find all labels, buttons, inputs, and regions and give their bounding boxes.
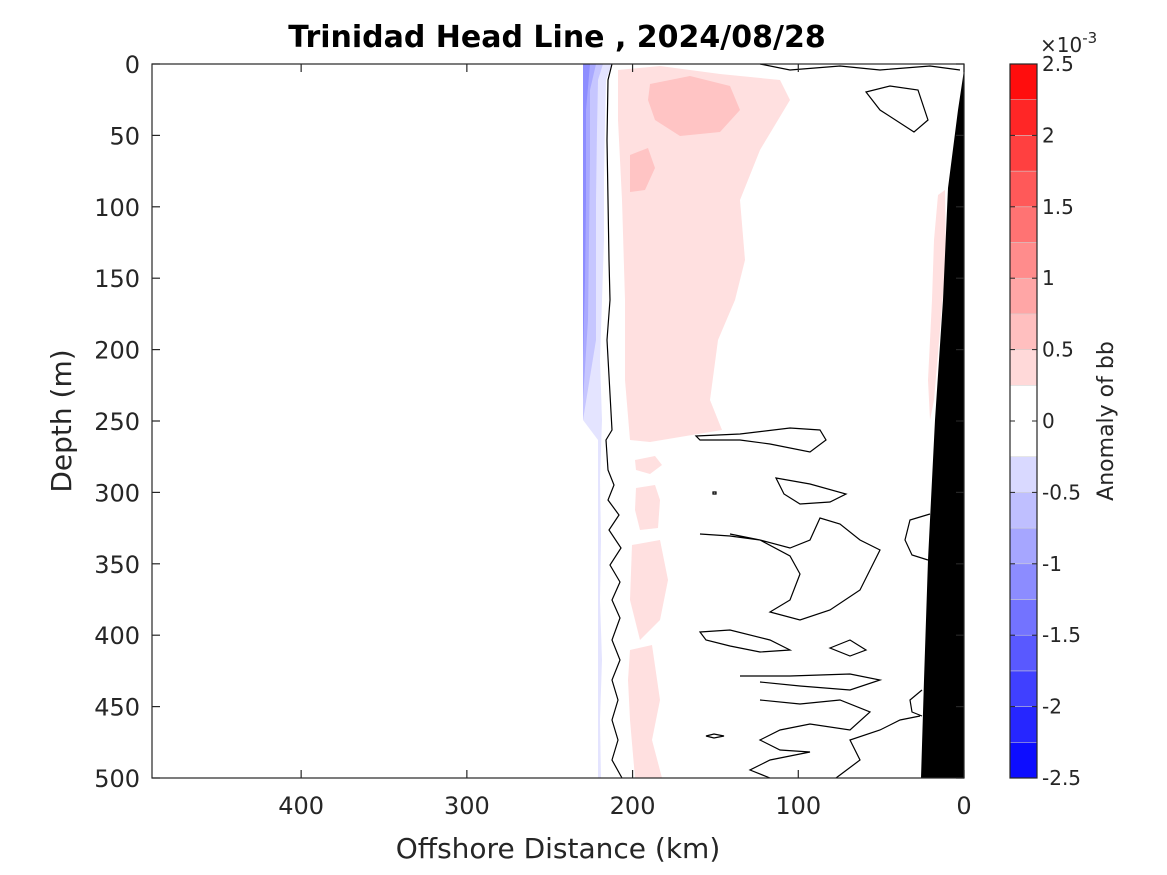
colorbar-tick-label: 2 <box>1042 123 1055 147</box>
colorbar-band <box>1009 670 1038 707</box>
colorbar-tick-label: 1.5 <box>1042 195 1074 219</box>
colorbar-band <box>1009 99 1038 136</box>
colorbar-tick-label: 0.5 <box>1042 338 1074 362</box>
zero-contour-shelf <box>904 513 931 561</box>
colorbar-band <box>1009 313 1038 350</box>
bathymetry-mask <box>921 70 964 778</box>
colorbar-band <box>1009 706 1038 743</box>
colorbar-band <box>1009 456 1038 493</box>
positive-anomaly-deep-1 <box>635 456 662 474</box>
y-tick-label: 200 <box>94 337 140 365</box>
zero-contour-loop-5 <box>698 629 793 653</box>
x-tick-label: 100 <box>775 792 821 820</box>
colorbar-band <box>1009 527 1038 565</box>
positive-anomaly-deep-3 <box>630 540 668 640</box>
zero-contour-loop-2 <box>694 427 827 453</box>
zero-contour-loop-1 <box>864 85 929 133</box>
negative-anomaly-edge <box>583 64 590 360</box>
colorbar-tick-label: -1.5 <box>1042 623 1081 647</box>
zero-contour-loop-4 <box>699 517 881 621</box>
zero-contour-dot <box>712 491 717 495</box>
zero-contour-loop-9 <box>835 715 921 779</box>
colorbar-tick-label: 1 <box>1042 266 1055 290</box>
y-tick-label: 50 <box>109 122 140 150</box>
colorbar-tick-label: -2 <box>1042 695 1062 719</box>
zero-contour-top <box>759 63 961 71</box>
colorbar-exponent: ×10-3 <box>1040 29 1097 57</box>
y-tick-label: 500 <box>94 765 140 793</box>
y-tick-label: 250 <box>94 408 140 436</box>
plot-background <box>152 64 964 778</box>
positive-anomaly-deep-2 <box>635 485 660 530</box>
colorbar-band <box>1009 742 1038 779</box>
y-tick-label: 100 <box>94 194 140 222</box>
colorbar-band <box>1009 170 1038 208</box>
x-axis-label: Offshore Distance (km) <box>396 832 721 865</box>
zero-contour-main <box>605 63 623 779</box>
negative-anomaly-core <box>583 64 596 400</box>
chart-title: Trinidad Head Line , 2024/08/28 <box>288 20 825 55</box>
positive-anomaly-band <box>618 66 790 442</box>
y-axis-label: Depth (m) <box>45 349 78 492</box>
x-tick-label: 300 <box>444 792 490 820</box>
positive-anomaly-shelf <box>928 190 946 420</box>
colorbar-band <box>1009 563 1038 600</box>
positive-anomaly-small <box>630 148 655 192</box>
y-axis: 0 50 100 150 200 250 300 350 400 450 500 <box>94 51 964 793</box>
colorbar-tick-label: 2.5 <box>1042 52 1074 76</box>
zero-contour-loop-8 <box>748 699 872 779</box>
positive-anomaly-core <box>648 76 740 136</box>
colorbar-band <box>1009 135 1038 172</box>
colorbar-band <box>1009 206 1038 243</box>
zero-contour-shelf-2 <box>909 689 923 717</box>
colorbar: 2.5 2 1.5 1 0.5 0 -0.5 -1 -1.5 -2 -2.5 <box>1009 52 1081 790</box>
y-tick-label: 300 <box>94 479 140 507</box>
y-tick-label: 150 <box>94 265 140 293</box>
x-tick-label: 200 <box>610 792 656 820</box>
y-tick-label: 450 <box>94 694 140 722</box>
colorbar-band <box>1009 349 1038 386</box>
colorbar-band <box>1009 277 1038 315</box>
plot-area <box>151 63 965 779</box>
x-tick-label: 400 <box>278 792 324 820</box>
zero-contour-loop-6 <box>828 639 868 657</box>
y-tick-label: 400 <box>94 622 140 650</box>
colorbar-band <box>1009 634 1038 672</box>
y-tick-label: 0 <box>125 51 140 79</box>
colorbar-tick-label: -2.5 <box>1042 766 1081 790</box>
zero-contour-small <box>705 733 725 739</box>
x-tick-label: 0 <box>956 792 971 820</box>
colorbar-band <box>1009 599 1038 636</box>
x-axis: 400 300 200 100 0 <box>278 64 972 820</box>
colorbar-tick-label: -0.5 <box>1042 480 1081 504</box>
colorbar-tick-label: 0 <box>1042 409 1055 433</box>
zero-contour-loop-3 <box>774 477 848 505</box>
positive-anomaly-deep-4 <box>628 645 662 778</box>
colorbar-label: Anomaly of bb <box>1094 341 1119 501</box>
colorbar-band <box>1009 492 1038 529</box>
colorbar-band <box>1009 242 1038 279</box>
y-tick-label: 350 <box>94 551 140 579</box>
colorbar-tick-label: -1 <box>1042 552 1062 576</box>
colorbar-band <box>1009 63 1038 100</box>
zero-contour-loop-7 <box>740 673 883 691</box>
